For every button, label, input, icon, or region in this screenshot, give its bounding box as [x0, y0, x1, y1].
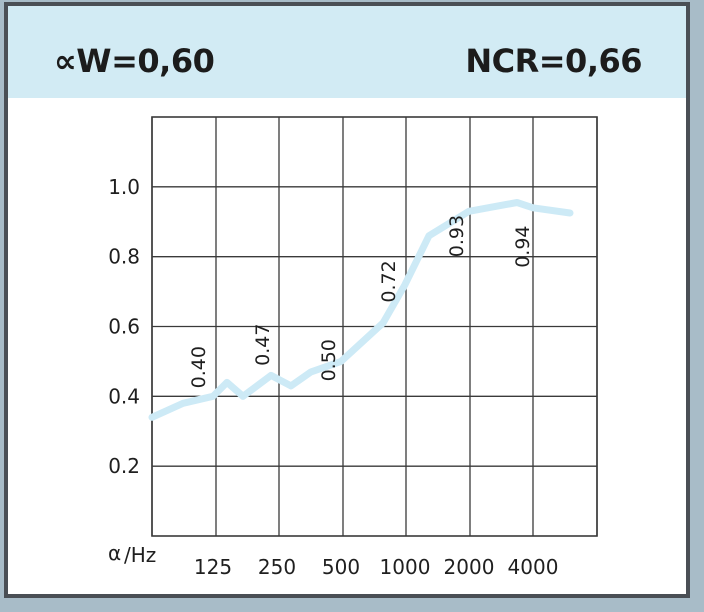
data-label: 0.47 [252, 324, 274, 366]
data-label: 0.40 [188, 346, 210, 388]
data-label: 0.94 [512, 225, 534, 267]
y-tick-label: 0.8 [108, 245, 140, 269]
alpha-w-rating: ∝W=0,60 [54, 42, 215, 80]
y-tick-label: 0.4 [108, 384, 140, 408]
absorption-curve [148, 199, 574, 421]
x-tick-label: 125 [194, 555, 232, 579]
data-label: 0.72 [378, 260, 400, 302]
x-axis-symbol: α [108, 541, 121, 565]
y-tick-label: 0.2 [108, 454, 140, 478]
plot-border [151, 116, 598, 537]
x-tick-label: 1000 [380, 555, 431, 579]
x-tick-label: 250 [258, 555, 296, 579]
x-axis-unit: /Hz [124, 543, 156, 567]
x-tick-label: 4000 [508, 555, 559, 579]
header-band: ∝W=0,60 NCR=0,66 [8, 6, 686, 98]
x-tick-label: 500 [322, 555, 360, 579]
y-tick-label: 1.0 [108, 175, 140, 199]
y-tick-label: 0.6 [108, 315, 140, 339]
ncr-rating: NCR=0,66 [465, 42, 642, 80]
data-label: 0.93 [446, 215, 468, 257]
data-label: 0.50 [318, 339, 340, 381]
x-tick-label: 2000 [444, 555, 495, 579]
